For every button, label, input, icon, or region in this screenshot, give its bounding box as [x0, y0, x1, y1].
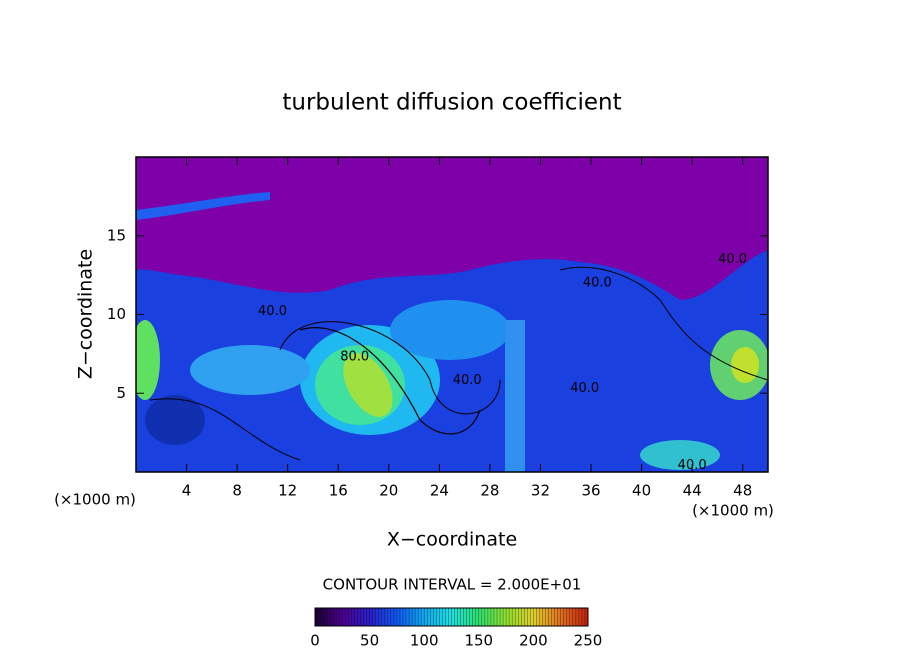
x-tick-label: 28	[480, 482, 499, 500]
contour-label: 40.0	[258, 304, 287, 319]
y-tick-label: 5	[116, 384, 126, 402]
x-unit: (×1000 m)	[54, 491, 136, 509]
contour-label: 40.0	[718, 252, 747, 267]
x-tick-label: 44	[683, 482, 702, 500]
contour-label: 40.0	[453, 373, 482, 388]
contour-label: 40.0	[583, 276, 612, 291]
contour-label: 80.0	[340, 350, 369, 365]
x-tick-label: 32	[531, 482, 550, 500]
contour-interval: CONTOUR INTERVAL = 2.000E+01	[323, 576, 582, 594]
colorbar-tick-label: 250	[574, 632, 603, 650]
x-tick-label: 20	[379, 482, 398, 500]
y-axis-label: Z−coordinate	[75, 249, 97, 379]
colorbar-tick-label: 50	[360, 632, 379, 650]
chart-title: turbulent diffusion coefficient	[282, 90, 621, 116]
x-tick-label: 40	[632, 482, 651, 500]
colorbar-tick-label: 200	[519, 632, 548, 650]
x-tick-label: 4	[182, 482, 192, 500]
contour-label: 40.0	[570, 381, 599, 396]
contour-field	[136, 157, 768, 472]
x-tick-label: 48	[733, 482, 752, 500]
x-tick-label: 36	[581, 482, 600, 500]
x-tick-label: 12	[278, 482, 297, 500]
contour-label: 40.0	[678, 458, 707, 473]
x-axis-label: X−coordinate	[387, 529, 517, 551]
y-tick-label: 15	[107, 226, 126, 244]
x-tick-label: 16	[329, 482, 348, 500]
colorbar-tick-label: 100	[410, 632, 439, 650]
x-tick-label: 24	[430, 482, 449, 500]
colorbar-tick-label: 0	[310, 632, 320, 650]
x-tick-label: 8	[232, 482, 242, 500]
x-unit: (×1000 m)	[692, 502, 774, 520]
y-tick-label: 10	[107, 305, 126, 323]
colorbar-tick-label: 150	[464, 632, 493, 650]
